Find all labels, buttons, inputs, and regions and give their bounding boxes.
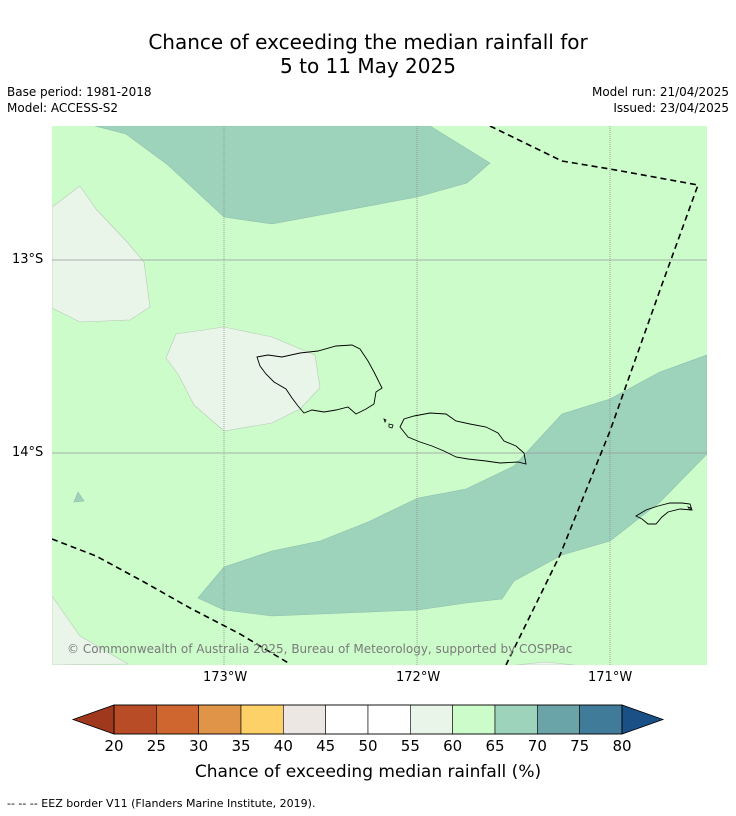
lon-label-173w: 173°W: [203, 670, 248, 685]
colorbar-tick-label: 20: [104, 737, 124, 755]
base-period: Base period: 1981-2018: [7, 85, 152, 99]
savaii-island: [256, 344, 383, 415]
colorbar-bin: [410, 704, 453, 735]
apolima-islet: [388, 423, 394, 429]
lat-label-14s: 14°S: [12, 445, 44, 460]
colorbar-bin: [452, 704, 496, 735]
colorbar-tick-label: 30: [189, 737, 209, 755]
contour-65-70-south: [197, 354, 707, 617]
aunuu-islet: [687, 506, 692, 511]
contour-65-70-north: [94, 126, 491, 225]
tutuila-island: [635, 502, 693, 525]
colorbar-tick-label: 25: [146, 737, 166, 755]
colorbar-bin: [283, 704, 326, 735]
colorbar-bin: [367, 704, 411, 735]
model-name: Model: ACCESS-S2: [7, 101, 119, 115]
colorbar-bin: [240, 704, 284, 735]
map-title-line2: 5 to 11 May 2025: [280, 54, 456, 78]
map-area: [52, 126, 707, 665]
eez-border-south-west: [52, 538, 291, 665]
upolu-island: [399, 412, 527, 465]
colorbar-tick-label: 65: [485, 737, 505, 755]
colorbar-tick-label: 45: [316, 737, 336, 755]
manono-islet: [383, 418, 387, 424]
issued-date: Issued: 23/04/2025: [613, 101, 729, 115]
contour-60-65-southwest: [52, 595, 130, 665]
colorbar-tick-label: 60: [443, 737, 463, 755]
colorbar-bin: [113, 704, 157, 735]
colorbar-bin: [579, 704, 623, 735]
colorbar-frame: [113, 704, 623, 735]
colorbar-bin: [537, 704, 580, 735]
colorbar-tick-label: 35: [231, 737, 251, 755]
colorbar-bin: [325, 704, 369, 735]
copyright-notice: © Commonwealth of Australia 2025, Bureau…: [67, 642, 573, 656]
map-title-line1: Chance of exceeding the median rainfall …: [148, 30, 588, 54]
colorbar-tick-label: 55: [400, 737, 420, 755]
colorbar-title: Chance of exceeding median rainfall (%): [194, 762, 542, 782]
colorbar-tick-label: 80: [612, 737, 632, 755]
colorbar: [71, 704, 665, 735]
lon-label-172w: 172°W: [396, 670, 441, 685]
contour-60-65-south: [515, 661, 576, 665]
contour-60-65-west: [52, 185, 151, 323]
model-run: Model run: 21/04/2025: [591, 85, 729, 99]
colorbar-tick-label: 70: [527, 737, 547, 755]
colorbar-tick-label: 40: [273, 737, 293, 755]
eez-border-north-east: [489, 126, 700, 665]
colorbar-bin: [198, 704, 242, 735]
graticule: [52, 126, 707, 665]
lat-label-13s: 13°S: [12, 252, 44, 267]
colorbar-tick-label: 75: [570, 737, 590, 755]
eez-legend-note: -- -- -- EEZ border V11 (Flanders Marine…: [7, 797, 316, 810]
colorbar-extend-high: [621, 704, 665, 735]
contour-60-65-central: [165, 326, 321, 432]
colorbar-tick-label: 50: [358, 737, 378, 755]
lon-label-171w: 171°W: [588, 670, 633, 685]
colorbar-extend-low: [71, 704, 115, 735]
colorbar-bin: [156, 704, 199, 735]
colorbar-bin: [494, 704, 538, 735]
contour-65-70-islet: [73, 491, 85, 503]
